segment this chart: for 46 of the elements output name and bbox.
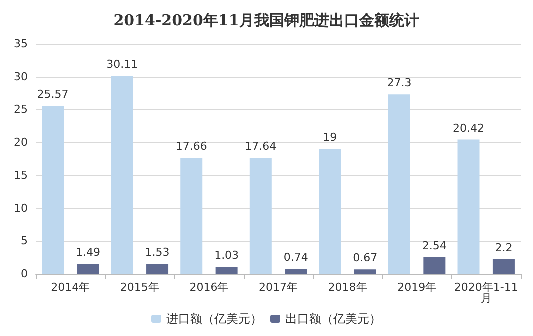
y-tick-label: 15 xyxy=(14,168,28,182)
bar xyxy=(250,158,272,274)
data-label: 30.11 xyxy=(106,58,138,72)
data-label: 1.49 xyxy=(76,246,100,260)
legend-label: 进口额（亿美元） xyxy=(166,312,262,326)
y-tick-label: 20 xyxy=(14,136,28,150)
legend-label: 出口额（亿美元） xyxy=(286,312,382,326)
y-tick-label: 0 xyxy=(21,268,28,280)
bar xyxy=(388,94,410,274)
x-tick-label: 2018年 xyxy=(328,281,368,294)
data-label: 1.53 xyxy=(145,246,170,259)
bar xyxy=(111,76,134,274)
bar xyxy=(319,149,342,274)
chart-title: 2014-2020年11月我国钾肥进出口金额统计 xyxy=(114,12,420,30)
bar xyxy=(146,264,169,274)
data-label: 0.74 xyxy=(284,251,308,264)
x-tick-label: 2020年1-11月 xyxy=(454,281,518,305)
x-tick-label: 2019年 xyxy=(398,281,437,294)
bar xyxy=(216,267,238,274)
x-tick-label: 2015年 xyxy=(120,281,160,294)
x-tick-label: 2014年 xyxy=(51,281,90,294)
bar xyxy=(77,264,100,274)
data-label: 2.2 xyxy=(495,242,513,255)
y-tick-label: 30 xyxy=(14,70,28,84)
data-label: 17.66 xyxy=(176,140,208,153)
data-label: 2.54 xyxy=(422,239,447,252)
y-tick-label: 35 xyxy=(14,38,28,50)
y-tick-label: 5 xyxy=(21,234,28,248)
y-tick-label: 25 xyxy=(14,103,28,116)
data-label: 27.3 xyxy=(387,76,412,90)
bar xyxy=(42,106,64,274)
data-label: 17.64 xyxy=(245,140,277,154)
y-tick-label: 10 xyxy=(14,202,28,215)
data-label: 25.57 xyxy=(37,88,69,101)
bar xyxy=(492,260,515,274)
bar xyxy=(180,158,203,274)
data-label: 0.67 xyxy=(353,252,378,265)
bar xyxy=(285,269,308,274)
bar xyxy=(424,257,446,274)
x-tick-label: 2017年 xyxy=(259,281,298,294)
x-tick-label: 2016年 xyxy=(190,281,229,294)
data-label: 1.03 xyxy=(214,249,240,262)
bar xyxy=(458,140,480,274)
data-label: 20.42 xyxy=(453,122,485,135)
data-label: 19 xyxy=(323,131,338,144)
bar xyxy=(354,270,376,274)
